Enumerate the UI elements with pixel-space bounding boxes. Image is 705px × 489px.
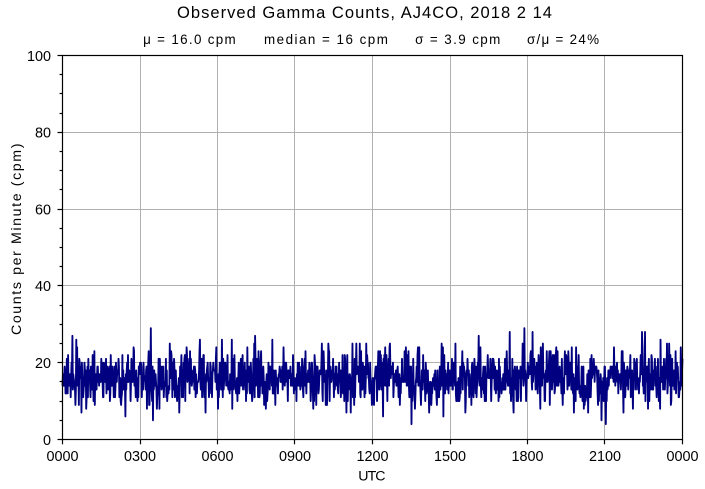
svg-text:μ = 16.0 cpm: μ = 16.0 cpm — [143, 32, 236, 47]
svg-text:0900: 0900 — [279, 449, 311, 465]
svg-text:σ = 3.9 cpm: σ = 3.9 cpm — [415, 32, 500, 47]
svg-text:20: 20 — [35, 356, 51, 372]
svg-text:σ/μ = 24%: σ/μ = 24% — [527, 32, 599, 47]
svg-text:Counts per Minute (cpm): Counts per Minute (cpm) — [9, 144, 25, 336]
svg-text:40: 40 — [35, 279, 51, 295]
svg-text:0600: 0600 — [201, 449, 233, 465]
svg-text:0300: 0300 — [124, 449, 156, 465]
svg-text:2100: 2100 — [589, 449, 621, 465]
svg-text:0000: 0000 — [46, 449, 78, 465]
svg-text:0000: 0000 — [666, 449, 698, 465]
svg-text:0: 0 — [43, 433, 51, 449]
svg-text:UTC: UTC — [358, 468, 385, 484]
svg-text:80: 80 — [35, 126, 51, 142]
svg-text:Observed Gamma Counts, AJ4CO,: Observed Gamma Counts, AJ4CO, 2018 2 14 — [177, 3, 552, 22]
svg-text:1800: 1800 — [511, 449, 543, 465]
svg-text:60: 60 — [35, 202, 51, 218]
svg-text:median = 16 cpm: median = 16 cpm — [264, 32, 388, 47]
svg-text:100: 100 — [27, 49, 51, 65]
svg-text:1500: 1500 — [434, 449, 466, 465]
svg-text:1200: 1200 — [356, 449, 388, 465]
